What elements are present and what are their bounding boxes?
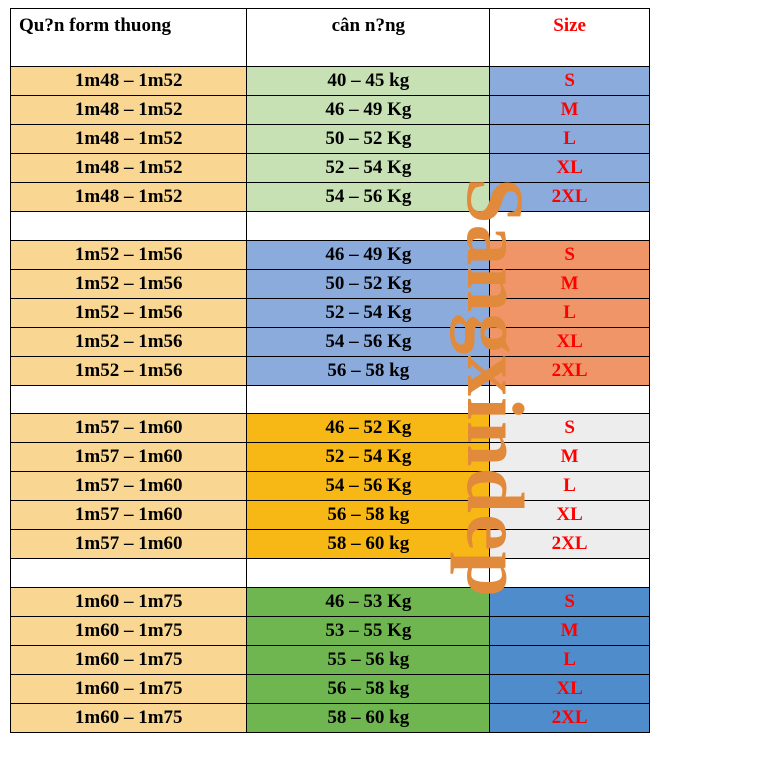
cell-height: 1m52 – 1m56: [11, 269, 247, 298]
table-row: 1m57 – 1m6056 – 58 kgXL: [11, 501, 650, 530]
table-row: 1m60 – 1m7555 – 56 kgL: [11, 645, 650, 674]
cell-height: 1m52 – 1m56: [11, 356, 247, 385]
table-row: 1m48 – 1m5240 – 45 kgS: [11, 67, 650, 96]
table-row: 1m60 – 1m7558 – 60 kg2XL: [11, 703, 650, 732]
cell-height: 1m57 – 1m60: [11, 530, 247, 559]
cell-height: 1m60 – 1m75: [11, 616, 247, 645]
cell-weight: 56 – 58 kg: [247, 674, 490, 703]
table-row: 1m52 – 1m5652 – 54 KgL: [11, 298, 650, 327]
cell-weight: 53 – 55 Kg: [247, 616, 490, 645]
cell-height: 1m48 – 1m52: [11, 67, 247, 96]
cell-size: L: [490, 125, 650, 154]
cell-height: 1m57 – 1m60: [11, 443, 247, 472]
cell-size: XL: [490, 674, 650, 703]
cell-height: 1m48 – 1m52: [11, 125, 247, 154]
table-row: 1m52 – 1m5656 – 58 kg2XL: [11, 356, 650, 385]
cell-size: M: [490, 616, 650, 645]
size-table: Qu?n form thuong cân n?ng Size 1m48 – 1m…: [10, 8, 650, 733]
cell-weight: 55 – 56 kg: [247, 645, 490, 674]
spacer-cell: [11, 385, 247, 414]
cell-height: 1m52 – 1m56: [11, 327, 247, 356]
cell-size: M: [490, 96, 650, 125]
header-row: Qu?n form thuong cân n?ng Size: [11, 9, 650, 67]
spacer-cell: [11, 559, 247, 588]
cell-height: 1m48 – 1m52: [11, 183, 247, 212]
cell-height: 1m57 – 1m60: [11, 501, 247, 530]
spacer-row: [11, 385, 650, 414]
table-row: 1m60 – 1m7556 – 58 kgXL: [11, 674, 650, 703]
table-row: 1m57 – 1m6046 – 52 KgS: [11, 414, 650, 443]
table-row: 1m57 – 1m6058 – 60 kg2XL: [11, 530, 650, 559]
table-row: 1m60 – 1m7546 – 53 KgS: [11, 587, 650, 616]
cell-height: 1m57 – 1m60: [11, 472, 247, 501]
cell-weight: 46 – 49 Kg: [247, 96, 490, 125]
cell-weight: 50 – 52 Kg: [247, 125, 490, 154]
cell-height: 1m52 – 1m56: [11, 240, 247, 269]
table-row: 1m48 – 1m5254 – 56 Kg2XL: [11, 183, 650, 212]
header-height: Qu?n form thuong: [11, 9, 247, 67]
cell-height: 1m60 – 1m75: [11, 645, 247, 674]
cell-weight: 40 – 45 kg: [247, 67, 490, 96]
size-table-wrap: Qu?n form thuong cân n?ng Size 1m48 – 1m…: [10, 8, 650, 733]
table-row: 1m48 – 1m5246 – 49 KgM: [11, 96, 650, 125]
cell-height: 1m57 – 1m60: [11, 414, 247, 443]
table-row: 1m57 – 1m6052 – 54 KgM: [11, 443, 650, 472]
cell-height: 1m60 – 1m75: [11, 587, 247, 616]
table-row: 1m60 – 1m7553 – 55 KgM: [11, 616, 650, 645]
watermark: Sangxindep: [448, 177, 542, 597]
cell-size: 2XL: [490, 703, 650, 732]
cell-height: 1m52 – 1m56: [11, 298, 247, 327]
cell-size: L: [490, 645, 650, 674]
spacer-row: [11, 559, 650, 588]
cell-height: 1m60 – 1m75: [11, 703, 247, 732]
spacer-row: [11, 212, 650, 241]
spacer-cell: [11, 212, 247, 241]
cell-weight: 58 – 60 kg: [247, 703, 490, 732]
table-row: 1m52 – 1m5646 – 49 KgS: [11, 240, 650, 269]
table-row: 1m48 – 1m5250 – 52 KgL: [11, 125, 650, 154]
cell-height: 1m48 – 1m52: [11, 154, 247, 183]
cell-height: 1m48 – 1m52: [11, 96, 247, 125]
table-row: 1m57 – 1m6054 – 56 KgL: [11, 472, 650, 501]
header-size: Size: [490, 9, 650, 67]
header-weight: cân n?ng: [247, 9, 490, 67]
table-row: 1m52 – 1m5650 – 52 KgM: [11, 269, 650, 298]
table-row: 1m48 – 1m5252 – 54 KgXL: [11, 154, 650, 183]
cell-size: S: [490, 67, 650, 96]
cell-height: 1m60 – 1m75: [11, 674, 247, 703]
table-row: 1m52 – 1m5654 – 56 KgXL: [11, 327, 650, 356]
